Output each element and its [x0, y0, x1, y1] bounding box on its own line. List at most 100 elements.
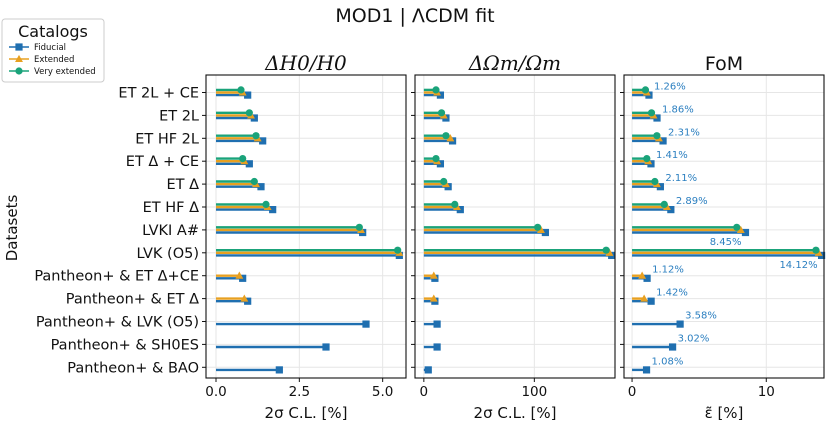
category-label: ET 2L — [159, 108, 199, 124]
legend-marker-extended — [15, 54, 23, 63]
legend-marker-very-extended — [15, 67, 23, 75]
panel-title: FoM — [705, 53, 743, 75]
marker-fiducial — [362, 320, 370, 328]
marker-very-extended — [733, 223, 741, 231]
category-label: Pantheon+ & SH0ES — [51, 337, 199, 353]
data-label: 8.45% — [710, 237, 742, 248]
marker-fiducial — [245, 160, 253, 168]
marker-fiducial — [741, 228, 750, 237]
category-label: ET Δ + CE — [126, 154, 199, 170]
category-label: Pantheon+ & ET Δ — [66, 292, 199, 308]
category-label: Pantheon+ & BAO — [67, 360, 199, 376]
marker-very-extended — [262, 200, 270, 208]
category-label: ET 2L + CE — [118, 86, 199, 102]
category-label: LVK (O5) — [137, 246, 199, 262]
marker-fiducial — [244, 91, 252, 99]
legend-frame — [1, 18, 105, 83]
marker-fiducial — [659, 137, 667, 145]
marker-fiducial — [642, 366, 651, 374]
marker-extended — [638, 271, 647, 279]
data-label: 2.31% — [668, 127, 700, 138]
marker-very-extended — [394, 246, 402, 254]
marker-fiducial — [269, 206, 277, 214]
y-axis-label: Datasets — [3, 195, 21, 262]
data-label: 3.58% — [685, 311, 717, 322]
marker-extended — [736, 225, 745, 233]
legend-label-very-extended: Very extended — [34, 67, 96, 77]
marker-very-extended — [653, 132, 661, 140]
marker-very-extended — [239, 155, 247, 163]
legend-title: Catalogs — [18, 22, 88, 41]
marker-very-extended — [451, 200, 459, 208]
axes-frame — [414, 74, 616, 379]
marker-extended — [429, 294, 438, 302]
marker-very-extended — [355, 223, 363, 231]
marker-fiducial — [322, 343, 330, 351]
marker-very-extended — [442, 132, 450, 140]
panel-title: ΔΩm/Ωm — [468, 51, 561, 75]
panel-fom: 1.26% 1.86% 2.31% 1.41% 2.11% 2.89% 8.45% 14.12… — [620, 53, 826, 422]
category-label: ET Δ — [166, 177, 199, 193]
marker-fiducial — [275, 366, 283, 374]
marker-fiducial — [541, 228, 549, 237]
x-tick-label: 2.5 — [289, 384, 310, 400]
marker-very-extended — [660, 200, 668, 208]
data-label: 1.42% — [656, 288, 688, 299]
legend-marker-fiducial — [15, 43, 23, 51]
marker-very-extended — [440, 177, 448, 186]
marker-fiducial — [259, 137, 267, 145]
data-label: 1.86% — [662, 104, 694, 115]
marker-fiducial — [433, 320, 441, 328]
axes-frame — [623, 74, 825, 379]
legend-label-extended: Extended — [34, 55, 74, 65]
marker-very-extended — [812, 246, 820, 254]
axes-frame — [205, 74, 407, 379]
x-tick-label: 5.0 — [372, 384, 393, 400]
x-axis-label: ε̃ [%] — [705, 404, 744, 422]
marker-extended — [429, 271, 438, 279]
marker-very-extended — [641, 86, 650, 94]
x-tick-label: 0 — [420, 384, 429, 400]
marker-very-extended — [432, 155, 440, 163]
x-tick-label: 10 — [758, 384, 775, 400]
marker-fiducial — [668, 343, 677, 351]
data-label: 1.08% — [652, 356, 684, 367]
marker-very-extended — [250, 177, 258, 186]
marker-very-extended — [252, 132, 260, 140]
legend: Catalogs Fiducial Extended Very extended — [1, 18, 105, 83]
marker-very-extended — [432, 86, 440, 94]
category-label: Pantheon+ & LVK (O5) — [36, 315, 199, 331]
data-label: 14.12% — [779, 260, 817, 271]
marker-extended — [235, 271, 244, 279]
x-tick-label: 100 — [521, 384, 547, 400]
marker-very-extended — [237, 86, 245, 94]
marker-very-extended — [245, 109, 253, 117]
marker-very-extended — [437, 109, 446, 117]
marker-very-extended — [647, 109, 656, 117]
marker-extended — [240, 294, 249, 302]
panel-title: ΔH0/H0 — [264, 51, 347, 75]
marker-fiducial — [433, 343, 441, 351]
legend-label-fiducial: Fiducial — [34, 43, 66, 53]
marker-extended — [605, 248, 614, 256]
category-label: Pantheon+ & ET Δ+CE — [34, 269, 199, 285]
data-label: 2.89% — [676, 196, 708, 207]
category-label: LVKI A# — [142, 223, 199, 239]
data-label: 1.26% — [654, 82, 686, 93]
category-label: ET HF 2L — [135, 131, 199, 147]
marker-fiducial — [676, 320, 684, 328]
data-label: 2.11% — [665, 173, 697, 184]
x-tick-label: 0.0 — [205, 384, 226, 400]
marker-very-extended — [651, 177, 659, 186]
x-axis-label: 2σ C.L. [%] — [265, 404, 348, 422]
marker-fiducial — [643, 274, 651, 282]
category-label: ET HF Δ — [143, 200, 199, 216]
marker-very-extended — [534, 223, 542, 231]
marker-fiducial — [424, 366, 432, 374]
marker-extended — [537, 225, 545, 233]
figure-title: MOD1 | ΛCDM fit — [335, 5, 494, 27]
marker-fiducial — [257, 183, 265, 191]
marker-very-extended — [643, 155, 651, 163]
data-label: 3.02% — [678, 333, 710, 344]
